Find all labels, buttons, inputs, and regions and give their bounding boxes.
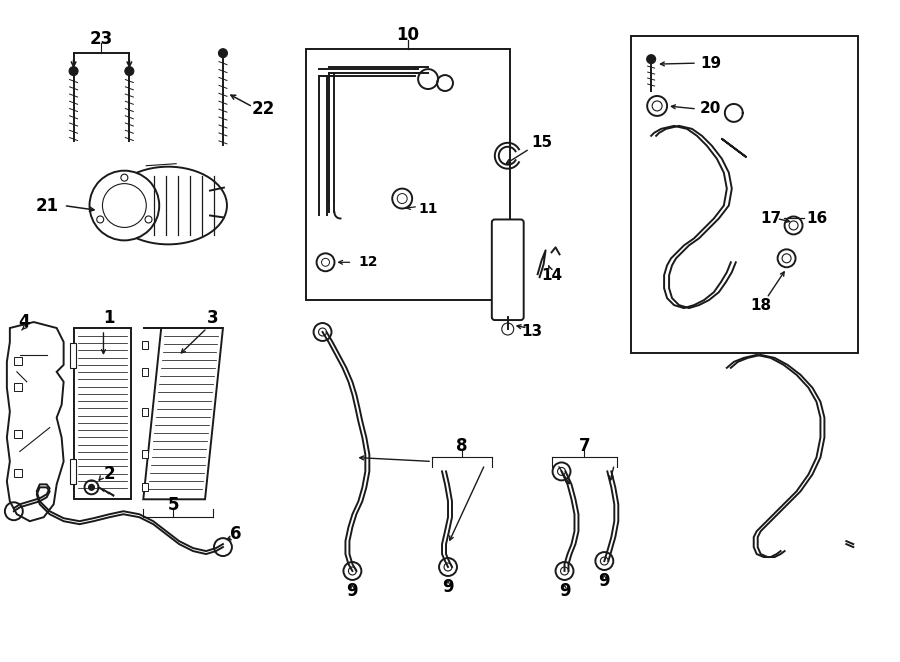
Circle shape — [88, 485, 94, 491]
Text: 10: 10 — [397, 26, 419, 44]
Text: 17: 17 — [760, 211, 781, 226]
Bar — [14, 430, 22, 438]
Ellipse shape — [110, 167, 227, 244]
Text: 14: 14 — [541, 267, 562, 283]
Text: 9: 9 — [559, 582, 571, 600]
Text: 2: 2 — [104, 465, 115, 483]
Text: 13: 13 — [521, 324, 542, 340]
Text: 19: 19 — [700, 56, 722, 71]
Text: 12: 12 — [358, 256, 378, 269]
Circle shape — [103, 183, 147, 228]
Text: 7: 7 — [579, 436, 590, 455]
Text: 3: 3 — [207, 309, 219, 327]
Text: 4: 4 — [18, 313, 30, 331]
Bar — [142, 368, 148, 376]
Text: 11: 11 — [418, 201, 437, 216]
Circle shape — [125, 67, 134, 75]
Bar — [74, 328, 131, 499]
Text: 15: 15 — [531, 135, 553, 150]
Bar — [142, 451, 148, 459]
Text: 23: 23 — [90, 30, 113, 48]
Text: 22: 22 — [251, 100, 274, 118]
Circle shape — [647, 55, 655, 64]
Text: 8: 8 — [456, 436, 468, 455]
Text: 6: 6 — [230, 525, 242, 543]
Bar — [14, 469, 22, 477]
Circle shape — [219, 49, 228, 58]
Text: 9: 9 — [598, 572, 610, 590]
Circle shape — [69, 67, 78, 75]
Bar — [500, 238, 515, 258]
Polygon shape — [143, 328, 223, 499]
Text: 1: 1 — [104, 309, 115, 327]
Text: 5: 5 — [167, 496, 179, 514]
Bar — [14, 383, 22, 391]
Circle shape — [89, 171, 159, 240]
Text: 21: 21 — [35, 197, 58, 214]
Text: 18: 18 — [750, 298, 771, 312]
Bar — [142, 341, 148, 349]
Bar — [306, 49, 509, 300]
Bar — [69, 343, 76, 368]
Text: 20: 20 — [700, 101, 722, 117]
Polygon shape — [7, 322, 64, 521]
Bar — [142, 483, 148, 491]
FancyBboxPatch shape — [491, 220, 524, 320]
Bar — [14, 357, 22, 365]
Bar — [142, 408, 148, 416]
Text: 9: 9 — [346, 582, 358, 600]
Bar — [631, 36, 859, 353]
Text: 9: 9 — [442, 578, 454, 596]
Text: 16: 16 — [806, 211, 827, 226]
Bar — [69, 459, 76, 485]
